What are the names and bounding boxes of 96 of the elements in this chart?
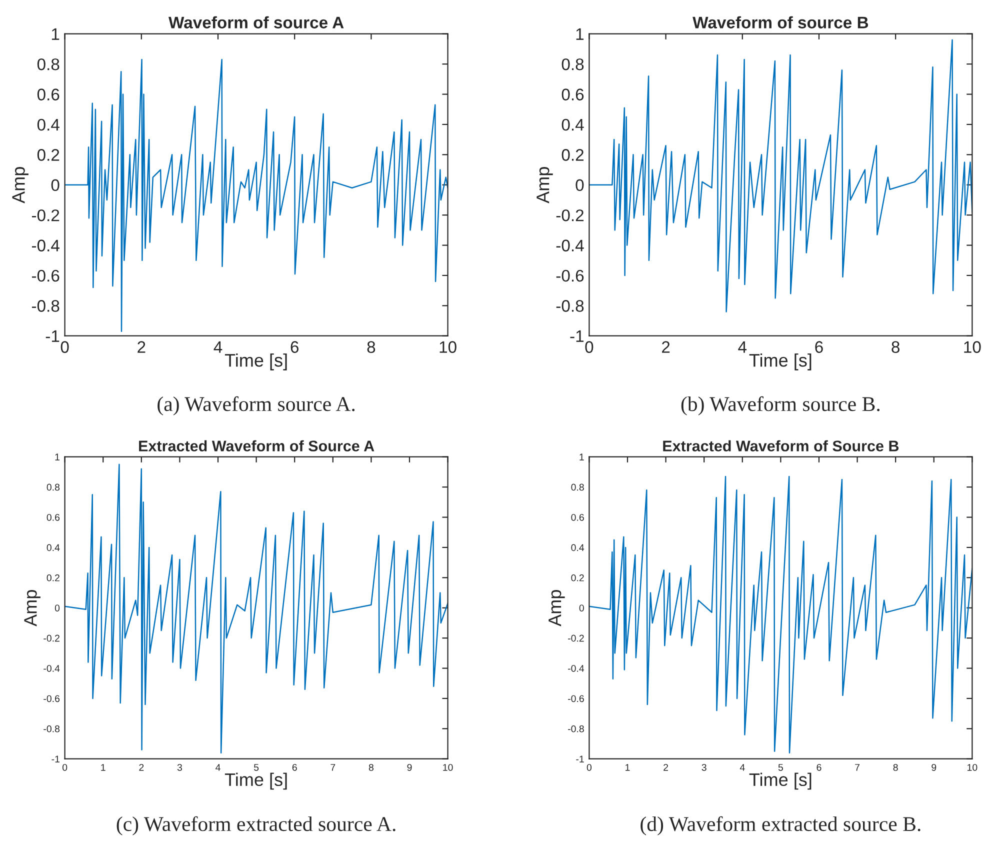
x-tick-label: 2: [139, 764, 144, 771]
x-tick-label: 2: [664, 764, 668, 771]
y-tick-label: -0.6: [32, 270, 60, 282]
x-tick-label: 1: [101, 764, 106, 771]
y-tick-label: 0.2: [562, 149, 584, 161]
y-tick-label: 0.2: [46, 574, 60, 582]
y-tick-label: 0.2: [37, 149, 60, 161]
y-axis-title: Amp: [12, 167, 28, 204]
y-tick-label: 0.6: [571, 514, 584, 521]
x-axis-title: Time [s]: [749, 772, 812, 790]
text: (d) Waveform extracted source B.: [640, 816, 920, 836]
y-tick-label: -0.6: [556, 270, 584, 282]
x-tick-label: 8: [368, 764, 374, 771]
y-axis-title: Amp: [536, 167, 553, 204]
line-series: [64, 58, 448, 332]
x-tick-label: 4: [738, 341, 747, 353]
y-tick-label: -0.2: [32, 209, 60, 222]
x-axis-title: Time [s]: [749, 353, 812, 370]
x-tick-label: 2: [662, 341, 670, 353]
y-tick-label: 0.2: [571, 574, 584, 582]
line-series: [64, 464, 448, 754]
y-tick-label: 0.6: [46, 514, 60, 521]
x-tick-label: 3: [177, 764, 182, 771]
x-tick-label: 8: [367, 341, 376, 353]
y-tick-label: -0.8: [568, 725, 584, 732]
y-tick-label: 0: [576, 179, 584, 192]
y-axis-title: Amp: [548, 590, 565, 626]
y-tick-label: 0.6: [562, 88, 584, 100]
y-axis-title: Amp: [24, 590, 40, 626]
x-tick-label: 7: [330, 764, 336, 771]
x-tick-label: 8: [893, 764, 898, 771]
y-tick-label: -0.2: [556, 209, 584, 222]
x-tick-label: 0: [62, 764, 68, 771]
x-tick-label: 5: [778, 764, 783, 771]
x-tick-label: 6: [292, 764, 297, 771]
y-tick-label: 0: [579, 604, 584, 612]
y-tick-label: -1: [52, 756, 60, 762]
y-tick-label: 0.4: [562, 118, 584, 131]
x-tick-label: 6: [290, 341, 298, 353]
y-tick-label: -0.8: [556, 300, 584, 312]
x-axis-title: Time [s]: [224, 353, 287, 370]
y-tick-label: 0: [51, 179, 60, 192]
x-tick-label: 4: [740, 764, 745, 771]
y-tick-label: 0.4: [46, 544, 60, 552]
y-tick-label: 0.8: [571, 484, 584, 491]
x-tick-label: 6: [816, 764, 822, 771]
x-tick-label: 8: [892, 341, 900, 353]
x-tick-label: 3: [702, 764, 706, 771]
y-tick-label: 0.8: [46, 484, 60, 491]
chart-title: Waveform of source A: [168, 16, 344, 28]
y-tick-label: 0.4: [37, 118, 60, 131]
text: (c) Waveform extracted source A.: [116, 816, 396, 836]
y-tick-label: -0.4: [556, 240, 584, 252]
chart-title: Extracted Waveform of Source A: [139, 440, 374, 452]
x-tick-label: 10: [440, 341, 456, 353]
x-tick-label: 1: [626, 764, 630, 771]
x-tick-label: 10: [968, 764, 978, 771]
chart-title: Extracted Waveform of Source B: [663, 440, 899, 452]
x-tick-label: 4: [216, 764, 220, 771]
y-tick-label: -1: [570, 330, 584, 342]
x-tick-label: 9: [407, 764, 412, 771]
y-tick-label: 0.8: [562, 58, 584, 70]
y-tick-label: 0.8: [37, 58, 60, 70]
x-tick-label: 6: [815, 341, 823, 353]
x-tick-label: 0: [586, 764, 592, 771]
line-series: [589, 476, 972, 754]
x-axis-title: Time [s]: [224, 772, 287, 790]
x-tick-label: 10: [964, 341, 981, 353]
y-tick-label: -0.4: [32, 240, 60, 252]
y-tick-label: 0: [54, 604, 60, 612]
x-tick-label: 9: [932, 764, 936, 771]
y-tick-label: -0.8: [32, 300, 60, 312]
x-tick-label: 5: [254, 764, 259, 771]
y-tick-label: -0.2: [44, 634, 60, 642]
y-tick-label: -0.8: [44, 725, 60, 732]
y-tick-label: 1: [580, 454, 584, 460]
y-tick-label: -0.4: [568, 664, 584, 672]
y-tick-label: 1: [576, 28, 584, 40]
y-tick-label: -0.4: [44, 664, 60, 672]
y-tick-label: 1: [52, 28, 60, 40]
x-tick-label: 10: [443, 764, 453, 771]
y-tick-label: 0.4: [571, 544, 584, 552]
y-tick-label: 1: [55, 454, 60, 460]
text: (b) Waveform source B.: [681, 396, 880, 416]
y-tick-label: -1: [576, 756, 584, 762]
x-tick-label: 4: [214, 341, 222, 353]
x-tick-label: 2: [138, 341, 146, 353]
y-tick-label: -1: [46, 330, 60, 342]
line-series: [589, 39, 972, 312]
x-tick-label: 7: [855, 764, 860, 771]
y-tick-label: 0.6: [37, 88, 60, 100]
y-tick-label: -0.6: [44, 695, 60, 702]
text: (a) Waveform source A.: [158, 396, 355, 416]
y-tick-label: -0.2: [568, 634, 584, 642]
y-tick-label: -0.6: [568, 695, 584, 702]
chart-title: Waveform of source B: [692, 16, 868, 28]
